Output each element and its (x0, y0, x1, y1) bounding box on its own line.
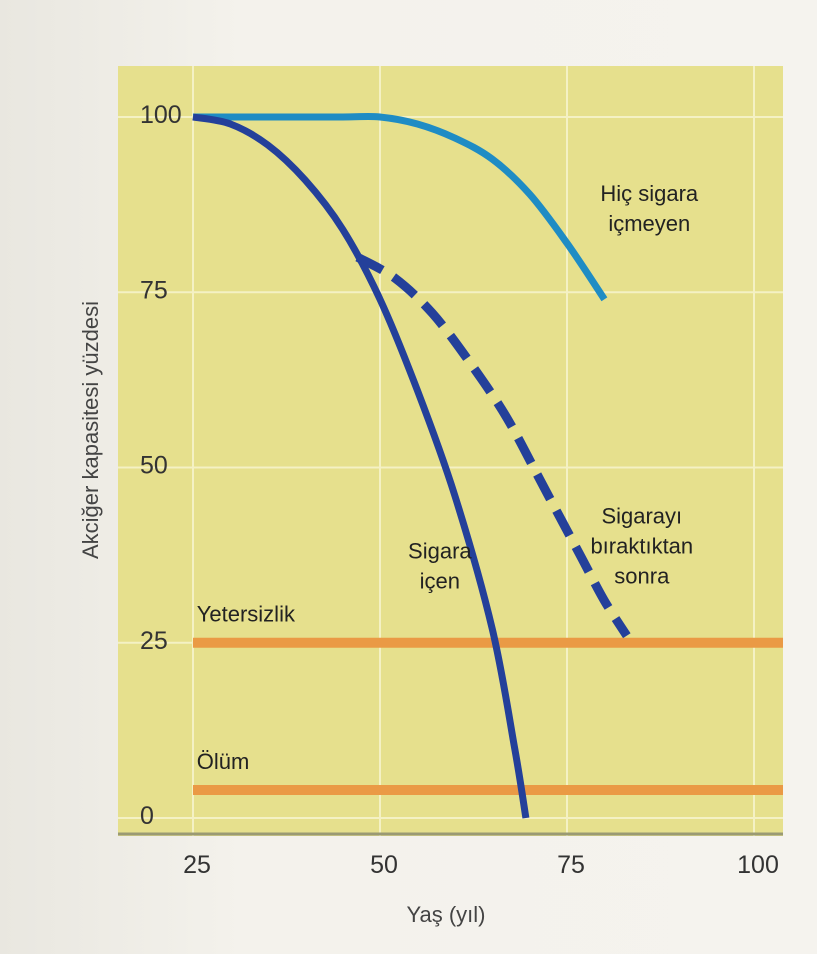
y-tick-labels: 0 25 50 75 100 (140, 101, 182, 830)
smoker-label: Sigara içen (408, 539, 472, 594)
never-smoked-label: Hiç sigara içmeyen (600, 181, 699, 236)
smoker-label-line-1: Sigara (408, 539, 472, 564)
quit-label-line-3: sonra (614, 564, 670, 589)
smoker-label-line-2: içen (420, 569, 460, 594)
data-series (192, 112, 631, 819)
plot-background (118, 66, 783, 836)
x-tick-label-50: 50 (370, 851, 398, 879)
series-line-smoker (192, 113, 530, 819)
x-tick-label-25: 25 (183, 851, 211, 879)
quit-label-line-2: bıraktıktan (590, 534, 693, 559)
y-tick-label-25: 25 (140, 627, 168, 655)
quit-label-line-1: Sigarayı (601, 504, 682, 529)
death-label-line-1: Ölüm (197, 749, 250, 774)
y-tick-label-100: 100 (140, 101, 182, 129)
threshold-lines (193, 637, 783, 795)
x-tick-labels: 25 50 75 100 (183, 851, 779, 879)
quit-label: Sigarayı bıraktıktan sonra (590, 504, 693, 589)
annotations: Hiç sigara içmeyen Sigarayı bıraktıktan sonr… (197, 181, 699, 774)
never-smoked-label-line-2: içmeyen (608, 211, 690, 236)
death-label: Ölüm (197, 749, 250, 774)
x-tick-label-100: 100 (737, 851, 779, 879)
series-line-quit (355, 253, 631, 639)
x-tick-label-75: 75 (557, 851, 585, 879)
never-smoked-label-line-1: Hiç sigara (600, 181, 699, 206)
insufficiency-label-line-1: Yetersizlik (197, 602, 296, 627)
insufficiency-label: Yetersizlik (197, 602, 296, 627)
x-axis-title: Yaş (yıl) (406, 902, 485, 927)
y-tick-label-75: 75 (140, 276, 168, 304)
y-tick-label-0: 0 (140, 802, 154, 830)
y-axis-title: Akciğer kapasitesi yüzdesi (78, 301, 103, 559)
series-line-never-smoked (193, 112, 608, 302)
y-tick-label-50: 50 (140, 452, 168, 480)
